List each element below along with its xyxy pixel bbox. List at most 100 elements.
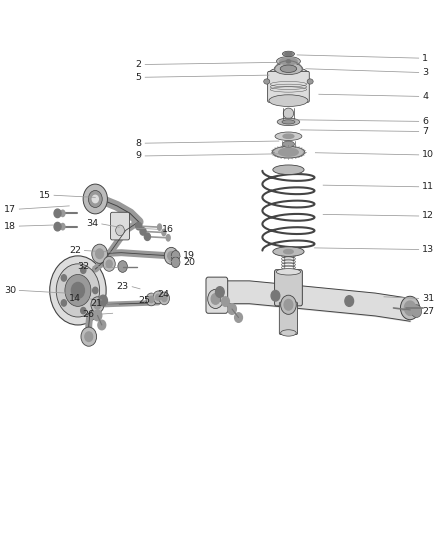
Text: 24: 24: [157, 289, 170, 298]
Ellipse shape: [269, 95, 308, 107]
FancyBboxPatch shape: [275, 270, 302, 306]
Text: 34: 34: [86, 220, 98, 229]
Circle shape: [400, 296, 420, 320]
Ellipse shape: [286, 60, 291, 63]
Ellipse shape: [274, 63, 303, 75]
Circle shape: [92, 195, 98, 203]
Circle shape: [88, 190, 102, 207]
Ellipse shape: [279, 148, 298, 156]
Circle shape: [61, 274, 67, 281]
Circle shape: [271, 290, 280, 301]
Text: 22: 22: [69, 246, 81, 255]
Ellipse shape: [269, 67, 308, 79]
Text: 12: 12: [422, 212, 434, 221]
Circle shape: [106, 260, 112, 268]
Text: 14: 14: [69, 294, 81, 303]
Ellipse shape: [158, 224, 162, 230]
Circle shape: [81, 267, 86, 273]
FancyBboxPatch shape: [206, 277, 228, 313]
Circle shape: [85, 332, 93, 342]
Circle shape: [164, 247, 178, 264]
Ellipse shape: [280, 58, 297, 64]
Circle shape: [116, 225, 124, 236]
Circle shape: [345, 296, 353, 306]
Circle shape: [148, 296, 154, 303]
Text: 4: 4: [422, 92, 428, 101]
Ellipse shape: [283, 134, 294, 139]
Text: 25: 25: [138, 296, 150, 305]
Text: 15: 15: [39, 191, 50, 200]
Circle shape: [136, 222, 142, 230]
FancyBboxPatch shape: [268, 71, 309, 102]
Circle shape: [171, 251, 180, 261]
Text: 32: 32: [78, 262, 90, 271]
Circle shape: [91, 297, 104, 313]
Ellipse shape: [284, 270, 293, 274]
Circle shape: [54, 209, 61, 217]
Text: 10: 10: [422, 150, 434, 159]
Text: 27: 27: [422, 307, 434, 316]
Text: 31: 31: [422, 294, 434, 303]
Circle shape: [155, 294, 161, 301]
Text: 19: 19: [184, 252, 195, 260]
Circle shape: [146, 293, 156, 306]
Text: 23: 23: [117, 282, 129, 291]
Ellipse shape: [284, 249, 293, 254]
Ellipse shape: [162, 229, 166, 236]
Text: 18: 18: [4, 222, 16, 231]
Circle shape: [168, 252, 175, 260]
Text: 9: 9: [136, 151, 142, 160]
FancyBboxPatch shape: [110, 212, 130, 240]
Circle shape: [215, 287, 224, 297]
Ellipse shape: [273, 165, 304, 174]
Text: 11: 11: [422, 182, 434, 191]
Circle shape: [411, 305, 422, 318]
Text: 5: 5: [136, 72, 142, 82]
Circle shape: [61, 300, 67, 306]
Circle shape: [235, 313, 243, 322]
Circle shape: [92, 244, 107, 263]
Text: 2: 2: [136, 60, 142, 69]
Text: 6: 6: [422, 117, 428, 126]
Circle shape: [99, 295, 107, 306]
Ellipse shape: [283, 51, 294, 56]
Circle shape: [81, 308, 86, 314]
Circle shape: [96, 249, 103, 259]
Circle shape: [211, 294, 220, 304]
Ellipse shape: [60, 210, 65, 216]
Circle shape: [162, 295, 167, 302]
Text: 30: 30: [4, 286, 16, 295]
Circle shape: [281, 295, 296, 314]
Circle shape: [49, 256, 106, 325]
Text: 20: 20: [184, 258, 195, 266]
Circle shape: [153, 291, 163, 304]
Text: 16: 16: [162, 225, 174, 234]
Ellipse shape: [307, 79, 313, 84]
Ellipse shape: [60, 223, 65, 230]
Text: 3: 3: [422, 68, 428, 77]
Circle shape: [159, 292, 170, 305]
Text: 13: 13: [422, 245, 434, 254]
Circle shape: [222, 297, 230, 306]
Text: 17: 17: [4, 205, 16, 214]
Circle shape: [103, 256, 115, 271]
Ellipse shape: [276, 56, 300, 66]
Ellipse shape: [276, 269, 300, 275]
Text: 21: 21: [91, 299, 102, 308]
Circle shape: [56, 264, 99, 317]
Ellipse shape: [283, 108, 293, 119]
Circle shape: [404, 301, 416, 315]
Ellipse shape: [264, 79, 270, 84]
Circle shape: [94, 301, 101, 309]
Circle shape: [54, 222, 61, 231]
Ellipse shape: [275, 132, 302, 141]
Ellipse shape: [166, 235, 170, 241]
Ellipse shape: [273, 247, 304, 256]
Circle shape: [284, 300, 293, 310]
Circle shape: [140, 228, 146, 235]
Text: 8: 8: [136, 139, 142, 148]
Circle shape: [98, 320, 106, 330]
Circle shape: [71, 282, 85, 298]
Circle shape: [228, 304, 237, 314]
FancyBboxPatch shape: [279, 302, 297, 335]
